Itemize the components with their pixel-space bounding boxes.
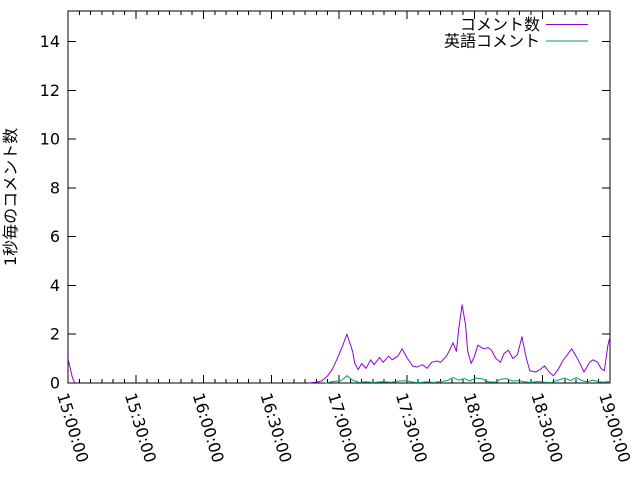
y-tick-label: 14 [40,32,60,51]
series-line-english-comments [325,375,611,384]
legend-label-comment-count: コメント数 [460,15,540,34]
x-tick-label: 17:30:00 [392,391,431,465]
x-tick-label: 17:00:00 [324,391,363,465]
y-tick-label: 10 [40,130,60,149]
plot-frame [67,10,611,384]
x-tick-label: 15:00:00 [53,391,92,465]
y-tick-label: 2 [50,325,60,344]
y-tick-label: 12 [40,81,60,100]
x-tick-label: 18:30:00 [527,391,566,465]
y-tick-label: 8 [50,178,60,197]
x-tick-label: 16:30:00 [256,391,295,465]
series-line-comment-count [67,358,76,384]
y-axis-title: 1秒毎のコメント数 [1,128,20,266]
y-tick-label: 6 [50,227,60,246]
x-tick-label: 15:30:00 [121,391,160,465]
x-tick-label: 19:00:00 [595,391,634,465]
y-tick-label: 0 [50,374,60,393]
x-tick-label: 16:00:00 [189,391,228,465]
series-line-comment-count [309,304,611,384]
x-tick-label: 18:00:00 [460,391,499,465]
legend-label-english-comments: 英語コメント [444,32,540,51]
y-tick-label: 4 [50,276,60,295]
